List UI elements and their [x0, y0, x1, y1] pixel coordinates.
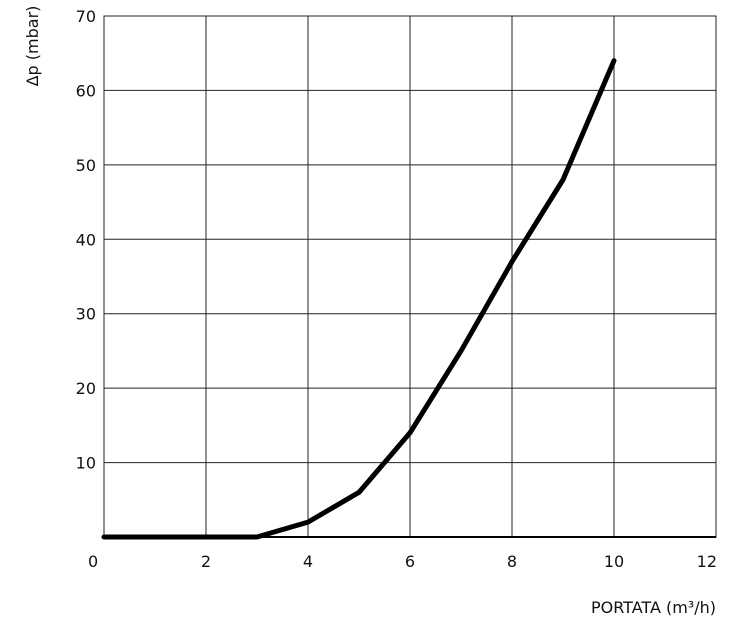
x-tick-label-2: 4	[303, 552, 313, 571]
x-tick-label-6: 12	[697, 552, 717, 571]
y-tick-label-1: 20	[76, 379, 96, 398]
x-tick-label-5: 10	[604, 552, 624, 571]
x-tick-label-4: 8	[507, 552, 517, 571]
y-tick-label-5: 60	[76, 81, 96, 100]
y-tick-label-3: 40	[76, 230, 96, 249]
x-tick-label-0: 0	[88, 552, 98, 571]
y-tick-label-2: 30	[76, 305, 96, 324]
y-tick-label-6: 70	[76, 7, 96, 26]
series-layer	[101, 58, 617, 540]
y-tick-labels: 10 20 30 40 50 60 70	[76, 7, 96, 473]
x-tick-label-1: 2	[201, 552, 211, 571]
x-tick-label-3: 6	[405, 552, 415, 571]
x-tick-labels: 0 2 4 6 8 10 12	[88, 552, 717, 571]
y-tick-label-0: 10	[76, 454, 96, 473]
y-axis-title: Δp (mbar)	[23, 6, 42, 87]
x-axis-title: PORTATA (m³/h)	[591, 598, 716, 617]
grid-lines	[104, 16, 716, 537]
y-tick-label-4: 50	[76, 156, 96, 175]
series-line-0	[101, 58, 617, 540]
